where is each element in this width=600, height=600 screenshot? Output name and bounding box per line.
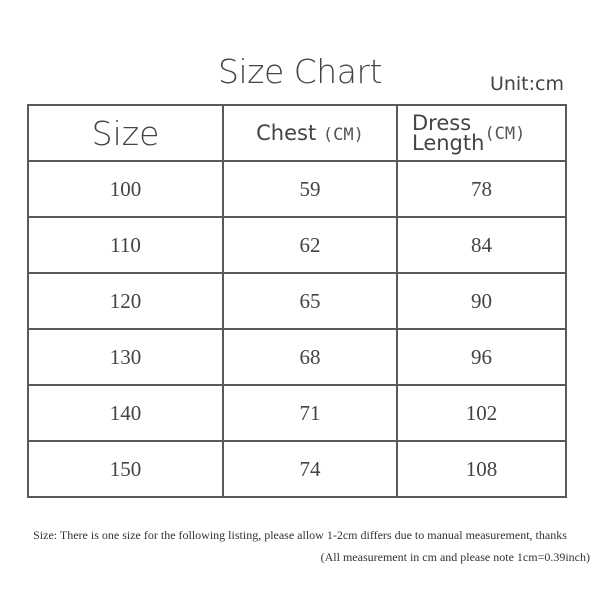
cell-size: 110 <box>27 216 224 274</box>
cell-length: 96 <box>396 328 567 386</box>
header-chest: Chest (CM) <box>222 104 398 162</box>
header-chest-unit: (CM) <box>322 125 364 145</box>
cell-size: 130 <box>27 328 224 386</box>
cell-chest: 74 <box>222 440 398 498</box>
table-row: 150 74 108 <box>27 440 567 498</box>
size-note: Size: There is one size for the followin… <box>33 528 567 542</box>
cell-size: 100 <box>27 160 224 218</box>
header-dress-line1: Dress <box>412 111 472 135</box>
table-row: 140 71 102 <box>27 384 567 442</box>
header-dress-line2: Length <box>412 131 485 155</box>
cell-length: 78 <box>396 160 567 218</box>
header-dress-length: Dress Length(CM) <box>396 104 567 162</box>
cell-chest: 62 <box>222 216 398 274</box>
chart-title: Size Chart <box>218 52 382 91</box>
table-row: 100 59 78 <box>27 160 567 218</box>
size-table: Size Chest (CM) Dress Length(CM) 100 59 78 … <box>27 104 567 498</box>
cell-size: 140 <box>27 384 224 442</box>
cell-length: 90 <box>396 272 567 330</box>
cell-length: 84 <box>396 216 567 274</box>
cell-size: 150 <box>27 440 224 498</box>
cell-chest: 71 <box>222 384 398 442</box>
table-row: 130 68 96 <box>27 328 567 386</box>
cell-length: 108 <box>396 440 567 498</box>
header-size: Size <box>27 104 224 162</box>
header-chest-label: Chest <box>256 121 317 145</box>
table-row: 110 62 84 <box>27 216 567 274</box>
table-row: 120 65 90 <box>27 272 567 330</box>
cell-chest: 65 <box>222 272 398 330</box>
table-header-row: Size Chest (CM) Dress Length(CM) <box>27 104 567 162</box>
cell-length: 102 <box>396 384 567 442</box>
cell-chest: 59 <box>222 160 398 218</box>
header-dress-unit: (CM) <box>484 124 526 144</box>
conversion-note: (All measurement in cm and please note 1… <box>320 550 590 564</box>
cell-size: 120 <box>27 272 224 330</box>
cell-chest: 68 <box>222 328 398 386</box>
unit-label: Unit:cm <box>489 73 564 95</box>
